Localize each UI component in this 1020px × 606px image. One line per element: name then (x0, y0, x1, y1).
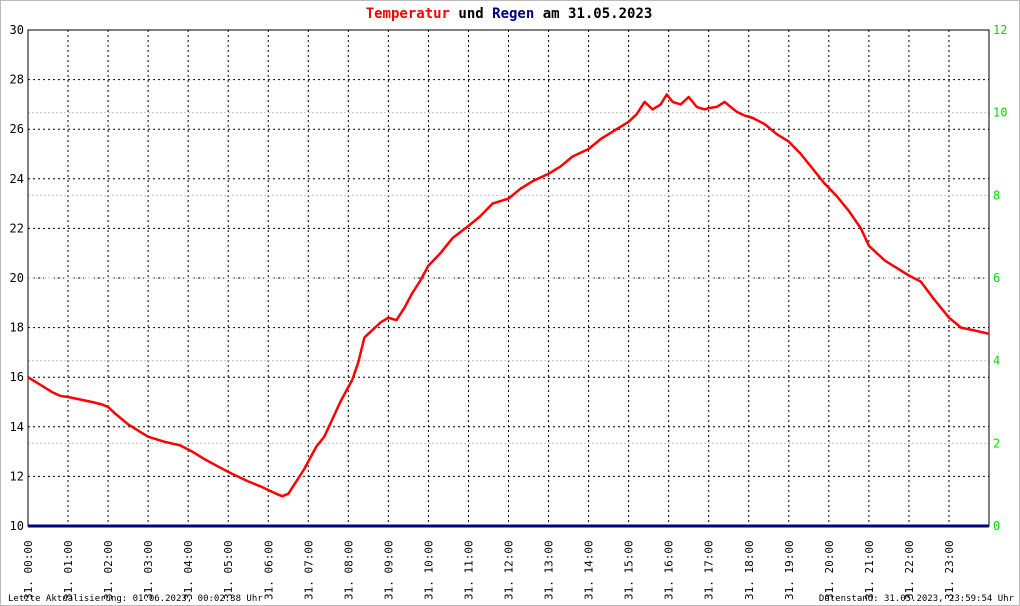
left-tick-label: 12 (10, 469, 24, 483)
x-tick-label: 31. 05:00 (222, 540, 235, 600)
x-tick-label: 31. 12:00 (503, 540, 516, 600)
right-axis-tick-labels: 0 2 4 6 8 10 12 (993, 23, 1007, 533)
left-tick-label: 18 (10, 321, 24, 335)
series-line-temperatur (27, 93, 990, 498)
title-part-0: Temperatur (366, 6, 450, 22)
x-tick-label: 31. 19:00 (783, 540, 796, 600)
right-tick-label: 0 (993, 519, 1000, 533)
x-tick-label: 31. 08:00 (342, 540, 355, 600)
x-tick-label: 31. 04:00 (182, 540, 195, 600)
x-tick-label: 31. 10:00 (422, 540, 435, 600)
last-update-text: Letzte Aktualisierung: 01.06.2023, 00:02… (8, 594, 263, 604)
data-status-text: Datenstand: 31.05.2023, 23:59:54 Uhr (818, 594, 1014, 604)
x-tick-label: 31. 06:00 (262, 540, 275, 600)
title-part-2: Regen (492, 6, 534, 22)
left-tick-label: 26 (10, 122, 24, 136)
x-tick-label: 31. 09:00 (382, 540, 395, 600)
right-tick-label: 2 (993, 436, 1000, 450)
x-tick-label: 31. 11:00 (462, 540, 475, 600)
x-tick-label: 31. 20:00 (823, 540, 836, 600)
right-axis-grid-lines (28, 112, 989, 444)
right-tick-label: 6 (993, 271, 1000, 285)
x-tick-label: 31. 21:00 (863, 540, 876, 600)
left-tick-label: 16 (10, 370, 24, 384)
x-tick-label: 31. 01:00 (62, 540, 75, 600)
left-tick-label: 20 (10, 271, 24, 285)
x-axis-tick-labels: 31. 00:00 31. 01:00 31. 02:00 31. 03:00 31. … (22, 540, 956, 600)
right-tick-label: 10 (993, 106, 1007, 120)
x-tick-label: 31. 23:00 (943, 540, 956, 600)
x-tick-label: 31. 14:00 (583, 540, 596, 600)
x-tick-label: 31. 03:00 (142, 540, 155, 600)
x-tick-label: 31. 02:00 (102, 540, 115, 600)
left-tick-label: 10 (10, 519, 24, 533)
x-tick-label: 31. 15:00 (623, 540, 636, 600)
title-part-3: am 31.05.2023 (534, 6, 652, 22)
right-tick-label: 8 (993, 188, 1000, 202)
x-tick-label: 31. 07:00 (302, 540, 315, 600)
left-tick-label: 14 (10, 420, 24, 434)
left-tick-label: 30 (10, 23, 24, 37)
x-tick-label: 31. 22:00 (903, 540, 916, 600)
left-tick-label: 28 (10, 73, 24, 87)
right-tick-label: 4 (993, 354, 1000, 368)
left-axis-tick-labels: 10 12 14 16 18 20 22 24 26 28 30 (10, 23, 24, 533)
title-part-1: und (450, 6, 492, 22)
x-tick-label: 31. 16:00 (663, 540, 676, 600)
left-tick-label: 22 (10, 221, 24, 235)
right-tick-label: 12 (993, 23, 1007, 37)
chart-title: Temperatur und Regen am 31.05.2023 (366, 6, 653, 22)
x-tick-label: 31. 13:00 (543, 540, 556, 600)
x-tick-label: 31. 17:00 (703, 540, 716, 600)
series-layer (27, 93, 990, 528)
left-tick-label: 24 (10, 172, 24, 186)
x-tick-label: 31. 00:00 (22, 540, 35, 600)
x-tick-label: 31. 18:00 (743, 540, 756, 600)
